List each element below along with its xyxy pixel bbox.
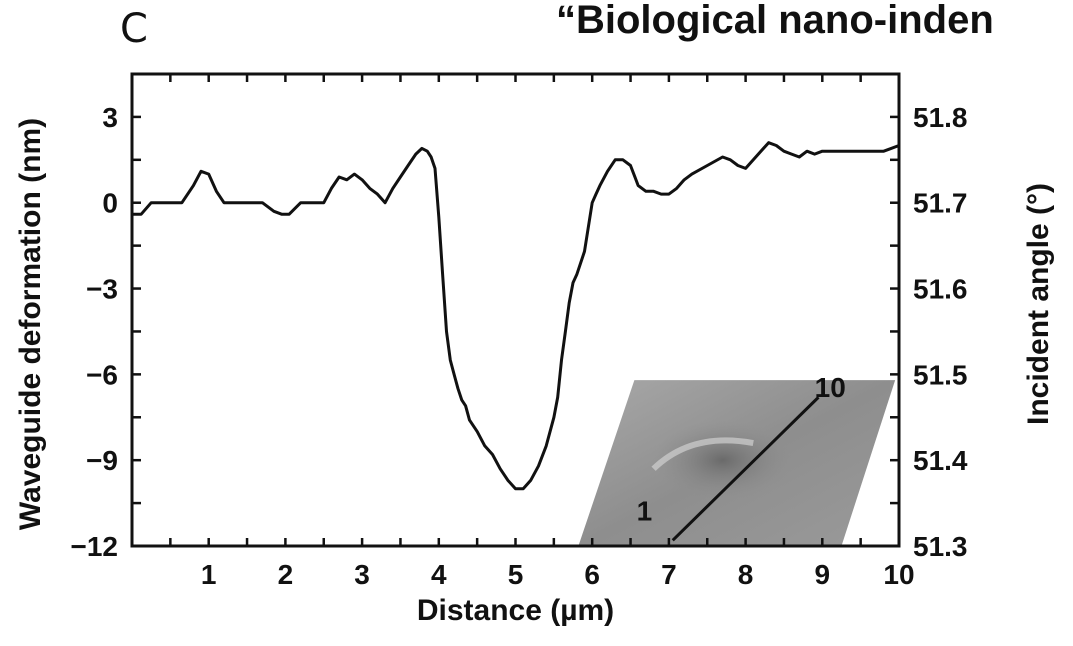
inset-profile-line: [671, 396, 820, 542]
y2-tick-label: 51.4: [913, 445, 968, 476]
series-line: [132, 141, 900, 491]
y2-tick-label: 51.7: [913, 188, 968, 219]
y-axis-label: Waveguide deformation (nm): [14, 118, 47, 530]
x-tick-label: 9: [815, 559, 831, 590]
header-title: “Biological nano-inden: [556, 0, 994, 42]
x-tick-label: 2: [278, 559, 294, 590]
y-tick-label: −9: [86, 445, 118, 476]
inset-rim: [651, 437, 754, 471]
inset-label-end: 10: [815, 372, 846, 403]
x-tick-label: 4: [431, 559, 447, 590]
x-tick-label: 8: [738, 559, 754, 590]
x-tick-label: 1: [201, 559, 217, 590]
x-tick-label: 6: [584, 559, 600, 590]
y2-tick-label: 51.5: [913, 359, 968, 390]
y-tick-label: 3: [102, 102, 118, 133]
axes: [130, 72, 901, 548]
x-tick-label: 7: [661, 559, 677, 590]
data-marks: [132, 141, 900, 491]
y-tick-label: −6: [86, 359, 118, 390]
y-tick-label: −3: [86, 274, 118, 305]
panel-letter: C: [120, 6, 148, 52]
inset-label-start: 1: [637, 495, 653, 526]
axis-labels: 1 2 3 4 5 6 7 8 9 10 3 0 −3 −6 −9 −12 51.8 51.7 51.6 51.5 51…: [14, 102, 1055, 627]
inset-surface-image: 1 10: [578, 372, 896, 546]
y2-tick-label: 51.6: [913, 274, 968, 305]
y-tick-label: −12: [71, 531, 119, 562]
y-tick-label: 0: [102, 188, 118, 219]
y2-tick-label: 51.3: [913, 531, 968, 562]
x-tick-label: 3: [354, 559, 370, 590]
x-tick-label: 10: [883, 559, 914, 590]
x-tick-label: 5: [508, 559, 524, 590]
y2-tick-label: 51.8: [913, 102, 968, 133]
y2-axis-label: Incident angle (°): [1022, 183, 1055, 425]
inset-pit: [652, 420, 793, 501]
x-axis-label: Distance (µm): [417, 594, 614, 627]
